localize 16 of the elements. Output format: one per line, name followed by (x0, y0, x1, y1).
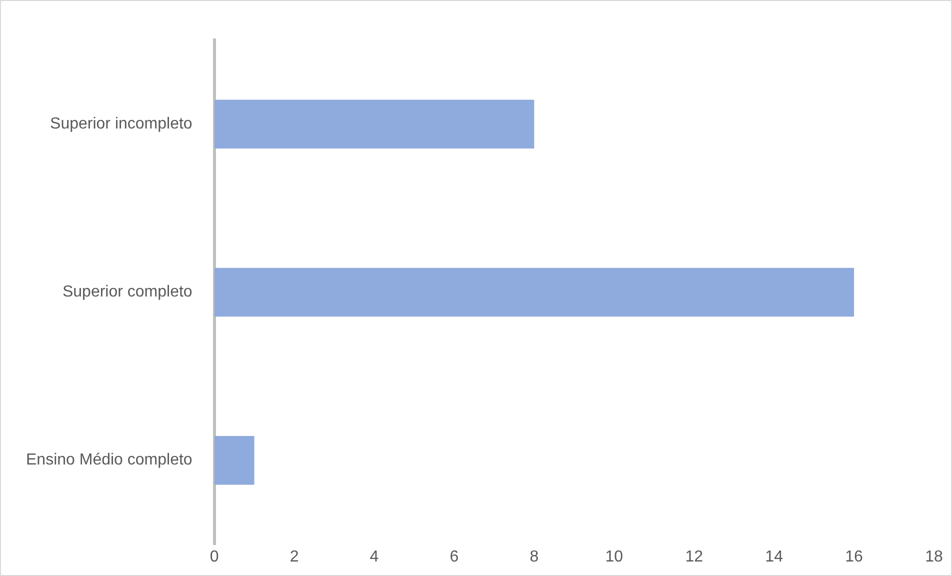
bar (214, 436, 254, 485)
x-tick-label: 12 (685, 548, 704, 566)
x-tick-label: 16 (845, 548, 864, 566)
x-tick-label: 8 (530, 548, 539, 566)
x-tick-label: 6 (450, 548, 459, 566)
y-tick-label: Ensino Médio completo (26, 452, 192, 469)
x-tick-label: 14 (765, 548, 784, 566)
x-tick-label: 18 (925, 548, 943, 566)
x-tick-label: 0 (210, 548, 219, 566)
bar (214, 268, 854, 317)
x-tick-label: 10 (605, 548, 624, 566)
y-tick-label: Superior incompleto (50, 115, 192, 132)
y-tick-label: Superior completo (62, 284, 192, 301)
x-tick-label: 2 (290, 548, 299, 566)
x-tick-label: 4 (370, 548, 379, 566)
bar (214, 100, 534, 148)
